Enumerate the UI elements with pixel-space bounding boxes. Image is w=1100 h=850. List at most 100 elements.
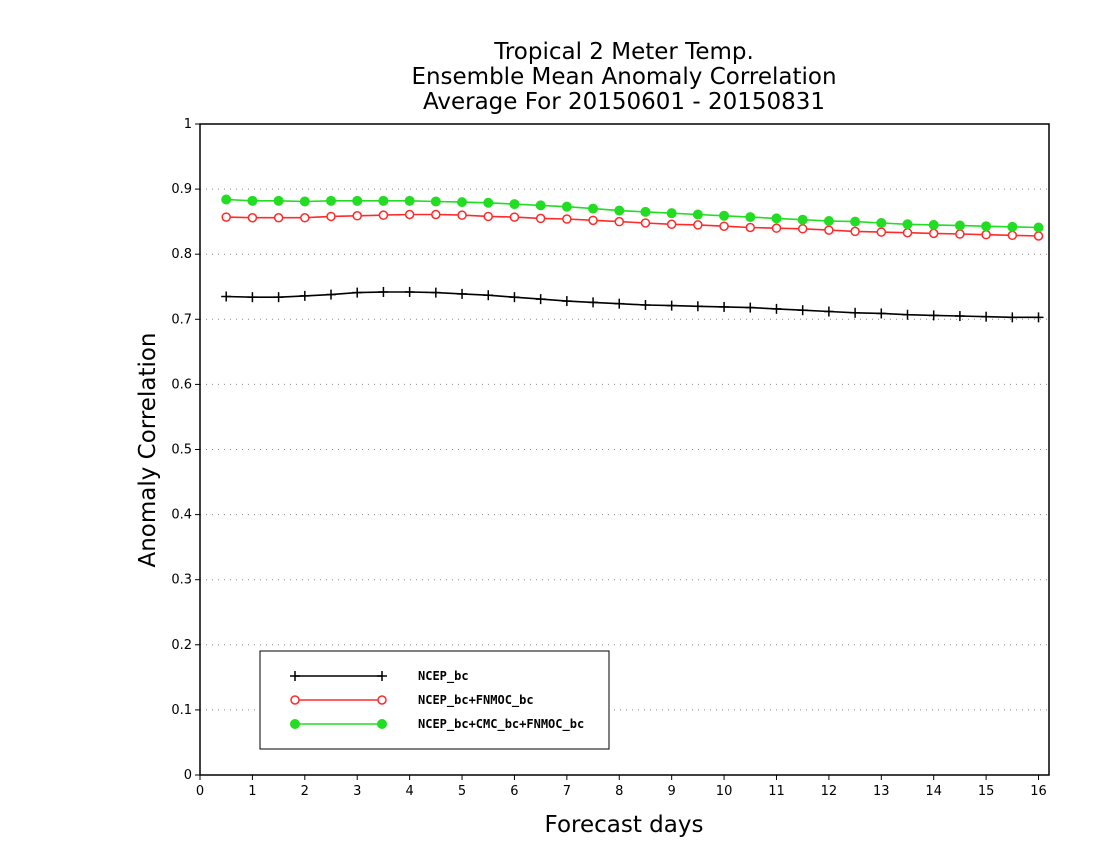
x-tick-label: 12 bbox=[821, 784, 838, 799]
data-point bbox=[247, 195, 258, 206]
data-point bbox=[378, 286, 389, 297]
data-point bbox=[850, 226, 860, 237]
data-point bbox=[273, 292, 284, 303]
x-tick-label: 14 bbox=[925, 784, 942, 799]
data-point bbox=[588, 215, 598, 226]
legend-entry: NCEP_bc+CMC_bc+FNMOC_bc bbox=[290, 717, 584, 732]
data-point bbox=[771, 213, 782, 224]
data-point bbox=[561, 296, 572, 307]
data-point bbox=[928, 219, 939, 230]
title-line-2: Ensemble Mean Anomaly Correlation bbox=[411, 64, 836, 90]
data-point bbox=[299, 290, 310, 301]
x-tick-label: 7 bbox=[563, 784, 571, 799]
data-point bbox=[876, 217, 887, 228]
data-point bbox=[326, 289, 337, 300]
gridlines bbox=[200, 188, 1049, 711]
legend-entry: NCEP_bc+FNMOC_bc bbox=[290, 693, 534, 708]
x-tick-label: 15 bbox=[978, 784, 995, 799]
x-tick-label: 16 bbox=[1030, 784, 1047, 799]
data-point bbox=[928, 310, 939, 321]
legend: NCEP_bc NCEP_bc+FNMOC_bc NCEP_bc+CMC_bc+FN… bbox=[259, 650, 610, 750]
legend-label: NCEP_bc+CMC_bc+FNMOC_bc bbox=[418, 717, 584, 732]
y-tick-label: 0.2 bbox=[171, 638, 192, 653]
data-point bbox=[430, 287, 441, 298]
series-3 bbox=[221, 194, 1044, 233]
data-point bbox=[823, 306, 834, 317]
data-point bbox=[509, 292, 520, 303]
data-point bbox=[561, 201, 572, 212]
x-tick-label: 13 bbox=[873, 784, 890, 799]
data-point bbox=[614, 298, 625, 309]
x-tick-label: 2 bbox=[301, 784, 309, 799]
data-point bbox=[509, 212, 520, 222]
x-tick-label: 8 bbox=[615, 784, 623, 799]
data-point bbox=[1033, 312, 1044, 323]
data-point bbox=[981, 229, 991, 240]
axes: 00.10.20.30.40.50.60.70.80.910 1 2 3 4 5 6 7 8 9 1… bbox=[171, 117, 1046, 799]
data-point bbox=[483, 211, 493, 222]
data-point bbox=[457, 288, 468, 299]
data-point bbox=[1007, 221, 1018, 232]
data-point bbox=[535, 213, 546, 224]
data-point bbox=[876, 308, 887, 319]
data-point bbox=[326, 211, 336, 222]
data-point bbox=[352, 211, 362, 221]
data-point bbox=[352, 287, 363, 298]
data-point bbox=[745, 222, 756, 233]
data-point bbox=[378, 195, 389, 206]
y-axis-label: Anomaly Correlation bbox=[135, 332, 161, 567]
title-line-1: Tropical 2 Meter Temp. bbox=[493, 39, 754, 65]
chart-title: Tropical 2 Meter Temp. Ensemble Mean Ano… bbox=[411, 39, 836, 115]
data-point bbox=[588, 297, 599, 308]
data-point bbox=[954, 220, 965, 231]
data-point bbox=[666, 208, 677, 219]
series-1 bbox=[221, 286, 1044, 323]
data-point bbox=[981, 311, 992, 322]
data-point bbox=[797, 224, 808, 234]
data-point bbox=[693, 220, 703, 230]
legend-entry: NCEP_bc bbox=[290, 669, 469, 684]
data-point bbox=[614, 216, 625, 227]
y-tick-label: 0.7 bbox=[171, 312, 192, 327]
legend-marker bbox=[290, 671, 300, 681]
y-tick-label: 0.6 bbox=[171, 377, 192, 392]
y-tick-label: 0.3 bbox=[171, 573, 192, 588]
data-point bbox=[640, 206, 651, 217]
x-tick-label: 5 bbox=[458, 784, 466, 799]
x-tick-label: 11 bbox=[768, 784, 785, 799]
data-point bbox=[928, 228, 939, 239]
data-point bbox=[457, 197, 468, 208]
data-point bbox=[1033, 231, 1044, 241]
data-point bbox=[588, 203, 599, 214]
data-point bbox=[614, 205, 625, 216]
legend-marker bbox=[290, 695, 300, 705]
data-point bbox=[1007, 230, 1018, 241]
data-point bbox=[273, 195, 284, 206]
x-tick-label: 0 bbox=[196, 784, 204, 799]
data-point bbox=[562, 214, 572, 224]
data-point bbox=[902, 219, 913, 230]
y-tick-label: 0.9 bbox=[171, 182, 192, 197]
data-point bbox=[823, 215, 834, 226]
data-point bbox=[404, 209, 415, 220]
data-point bbox=[850, 307, 861, 318]
data-point bbox=[797, 305, 808, 316]
data-point bbox=[876, 227, 887, 237]
data-point bbox=[378, 210, 389, 220]
legend-marker bbox=[377, 671, 387, 681]
data-point bbox=[404, 286, 415, 297]
data-point bbox=[955, 229, 965, 239]
data-point bbox=[483, 290, 494, 301]
y-tick-label: 0.8 bbox=[171, 247, 192, 262]
title-line-3: Average For 20150601 - 20150831 bbox=[423, 89, 825, 115]
x-tick-label: 6 bbox=[510, 784, 518, 799]
x-tick-label: 3 bbox=[353, 784, 361, 799]
y-tick-label: 1 bbox=[184, 117, 192, 132]
data-point bbox=[797, 214, 808, 225]
data-point bbox=[221, 291, 232, 302]
y-tick-label: 0.4 bbox=[171, 508, 192, 523]
data-point bbox=[509, 199, 520, 210]
data-point bbox=[902, 227, 913, 238]
data-point bbox=[719, 210, 730, 221]
